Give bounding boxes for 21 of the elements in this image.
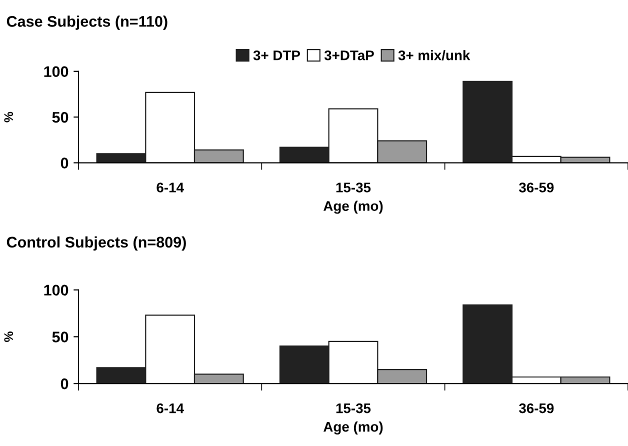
x-tick-label: 6-14 bbox=[156, 182, 184, 192]
chart-title: Control Subjects (n=809) bbox=[6, 236, 186, 251]
x-tick-label: 6-14 bbox=[156, 403, 184, 414]
legend-label: 3+DTaP bbox=[324, 50, 374, 60]
y-tick-label: 0 bbox=[60, 158, 68, 168]
y-tick-label: 50 bbox=[52, 332, 68, 342]
x-axis-title: Age (mo) bbox=[324, 422, 383, 435]
x-tick-label: 15-35 bbox=[336, 403, 371, 414]
y-tick-label: 50 bbox=[52, 112, 68, 123]
y-axis-title: % bbox=[4, 332, 14, 342]
legend-label: 3+ mix/unk bbox=[398, 50, 470, 60]
x-tick-label: 15-35 bbox=[336, 182, 371, 192]
y-tick-label: 0 bbox=[60, 378, 68, 390]
x-tick-label: 36-59 bbox=[518, 182, 554, 192]
x-axis-title: Age (mo) bbox=[324, 200, 383, 214]
y-axis-title: % bbox=[4, 112, 14, 122]
y-tick-label: 100 bbox=[44, 284, 68, 296]
chart-title: Case Subjects (n=110) bbox=[6, 16, 168, 30]
y-tick-label: 100 bbox=[44, 66, 68, 78]
legend-label: 3+ DTP bbox=[253, 50, 300, 60]
x-tick-label: 36-59 bbox=[518, 403, 554, 414]
